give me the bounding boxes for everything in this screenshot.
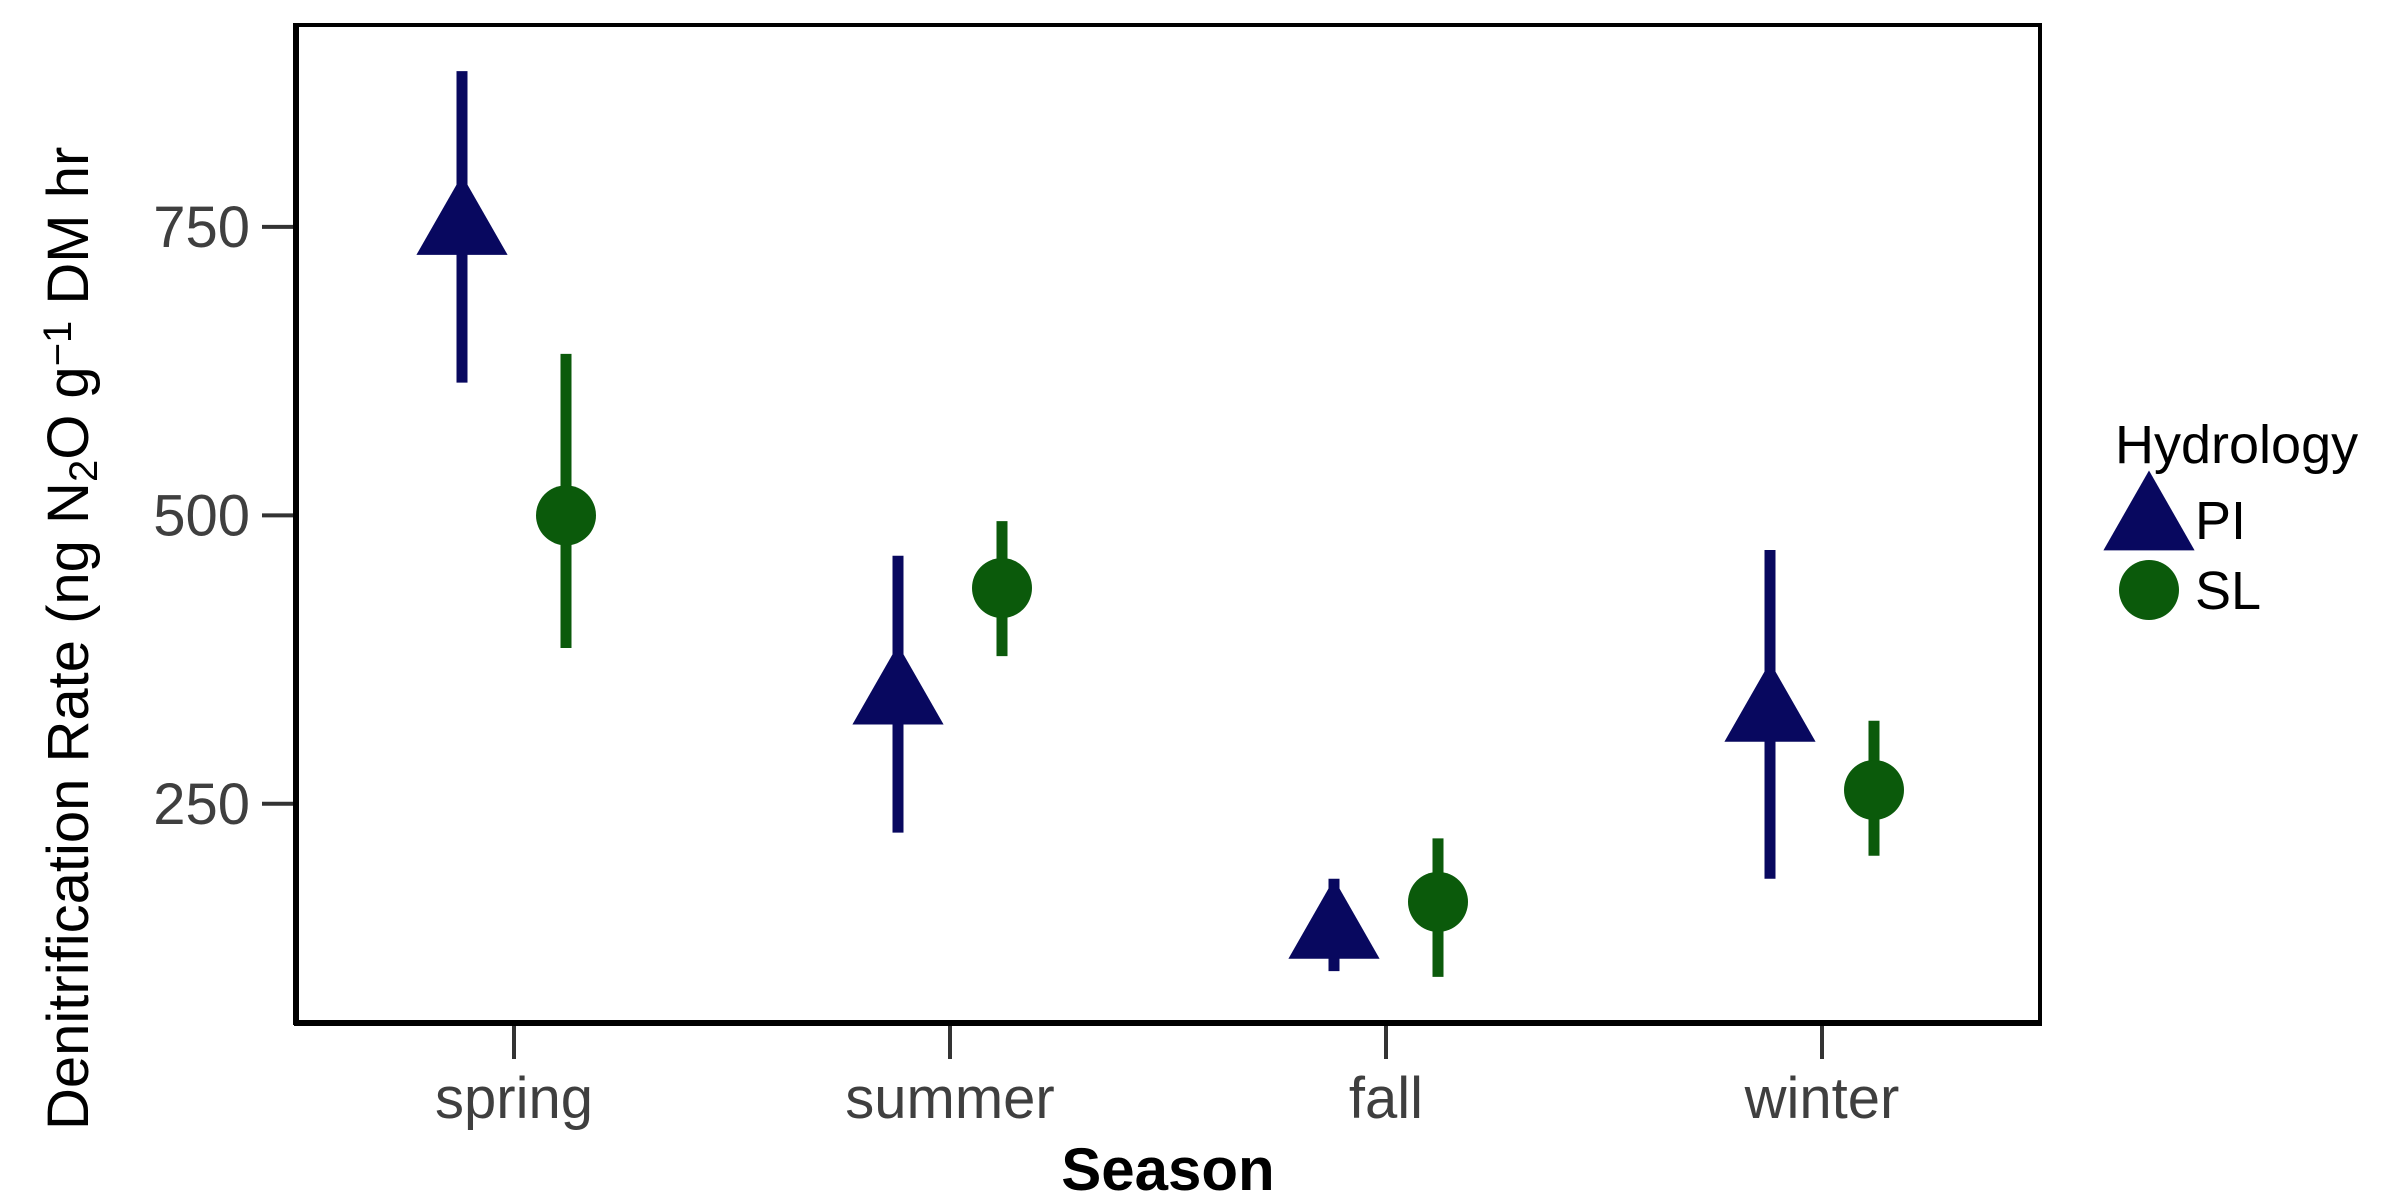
y-axis-title: Denitrification Rate (ng N2O g−1 DM hr [36, 147, 106, 1130]
series-layer [416, 71, 1904, 977]
data-point [536, 485, 596, 546]
y-axis-title-suffix: DM hr [36, 147, 101, 321]
series-SL [536, 353, 1904, 977]
legend-item-SL: SL [2119, 560, 2261, 621]
x-tick-label: fall [1349, 1066, 1423, 1131]
legend: Hydrology PI SL [2103, 415, 2358, 621]
y-axis-title-mid: O g [36, 366, 101, 460]
legend-items: PI SL [2103, 470, 2261, 621]
series-PI [416, 71, 1816, 972]
legend-key [2103, 470, 2195, 551]
data-point [1724, 662, 1816, 742]
legend-label: SL [2195, 561, 2261, 621]
data-point [1408, 871, 1468, 932]
data-point [1844, 759, 1904, 820]
legend-label: PI [2195, 491, 2246, 551]
legend-title: Hydrology [2115, 415, 2358, 475]
data-point [1288, 878, 1380, 959]
data-point [972, 558, 1032, 619]
y-axis-title-sub: 2 [62, 460, 106, 482]
y-tick-label: 750 [153, 195, 250, 260]
legend-item-PI: PI [2103, 470, 2246, 551]
x-tick-label: spring [435, 1066, 593, 1131]
y-tick-label: 250 [153, 772, 250, 837]
y-tick-label: 500 [153, 483, 250, 548]
x-ticks: spring summer fall winter [435, 1026, 1899, 1131]
y-ticks: 250 500 750 [153, 195, 293, 837]
legend-key [2119, 560, 2179, 620]
data-point [852, 644, 944, 725]
y-axis-title-sup: −1 [36, 321, 80, 367]
x-axis-title: Season [1061, 1136, 1274, 1200]
x-tick-label: summer [845, 1066, 1054, 1131]
y-axis-title-prefix: Denitrification Rate (ng N [36, 482, 101, 1130]
x-tick-label: winter [1744, 1066, 1900, 1131]
data-point [416, 175, 508, 255]
